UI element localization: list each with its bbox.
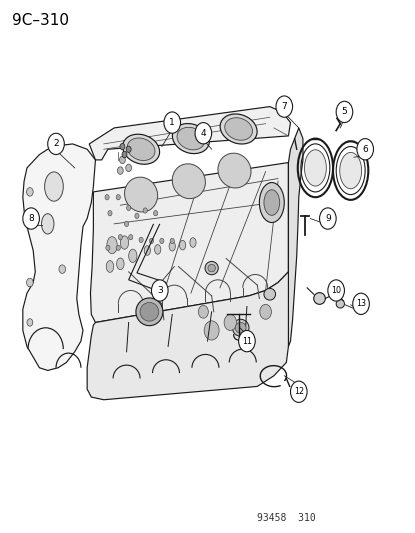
Text: 6: 6 — [362, 145, 368, 154]
Circle shape — [127, 205, 131, 211]
Ellipse shape — [225, 118, 252, 140]
Circle shape — [195, 123, 212, 144]
Circle shape — [27, 188, 33, 196]
Circle shape — [129, 235, 133, 240]
Circle shape — [23, 208, 39, 229]
Ellipse shape — [336, 300, 344, 308]
Text: 12: 12 — [294, 387, 304, 396]
Text: 8: 8 — [28, 214, 34, 223]
Circle shape — [116, 195, 120, 200]
Circle shape — [149, 238, 154, 244]
Circle shape — [120, 143, 125, 150]
Circle shape — [124, 221, 129, 227]
Text: 2: 2 — [53, 140, 59, 148]
Circle shape — [27, 319, 33, 326]
Text: 1: 1 — [169, 118, 175, 127]
Circle shape — [328, 280, 344, 301]
Circle shape — [122, 151, 127, 158]
Text: 93458  310: 93458 310 — [257, 513, 316, 523]
Ellipse shape — [107, 237, 117, 254]
Circle shape — [126, 146, 131, 152]
Circle shape — [117, 167, 123, 174]
Ellipse shape — [106, 261, 114, 272]
Ellipse shape — [169, 241, 176, 251]
Circle shape — [108, 211, 112, 216]
Text: 4: 4 — [200, 129, 206, 138]
Ellipse shape — [314, 293, 325, 304]
Text: 13: 13 — [356, 300, 366, 308]
Text: 7: 7 — [281, 102, 287, 111]
Circle shape — [276, 96, 293, 117]
Text: 10: 10 — [331, 286, 341, 295]
Circle shape — [26, 213, 34, 224]
Ellipse shape — [208, 264, 215, 272]
Polygon shape — [87, 272, 290, 400]
Ellipse shape — [172, 124, 210, 154]
Circle shape — [336, 101, 353, 123]
Ellipse shape — [235, 322, 246, 333]
Text: 3: 3 — [157, 286, 163, 295]
Ellipse shape — [218, 153, 251, 188]
Ellipse shape — [220, 114, 257, 144]
Ellipse shape — [136, 298, 163, 326]
Ellipse shape — [154, 245, 161, 254]
Polygon shape — [89, 107, 290, 160]
Circle shape — [135, 213, 139, 219]
Circle shape — [239, 330, 255, 352]
Text: 9C–310: 9C–310 — [12, 13, 69, 28]
Circle shape — [260, 304, 271, 319]
Ellipse shape — [129, 249, 137, 263]
Ellipse shape — [127, 138, 155, 160]
Circle shape — [164, 112, 181, 133]
Ellipse shape — [177, 127, 205, 150]
Ellipse shape — [120, 236, 129, 249]
Ellipse shape — [259, 182, 284, 223]
Ellipse shape — [340, 152, 361, 189]
Ellipse shape — [232, 319, 249, 336]
Ellipse shape — [190, 238, 196, 247]
Ellipse shape — [179, 240, 186, 250]
Circle shape — [224, 314, 237, 330]
Circle shape — [198, 305, 208, 318]
Ellipse shape — [305, 150, 326, 186]
Circle shape — [116, 245, 120, 251]
Circle shape — [353, 293, 369, 314]
Polygon shape — [288, 128, 303, 346]
Circle shape — [106, 245, 110, 251]
Ellipse shape — [144, 246, 151, 255]
Circle shape — [160, 238, 164, 244]
Circle shape — [170, 238, 174, 244]
Circle shape — [120, 156, 125, 164]
Ellipse shape — [122, 134, 160, 164]
Text: 11: 11 — [242, 337, 252, 345]
Polygon shape — [90, 163, 288, 322]
Circle shape — [143, 208, 147, 213]
Polygon shape — [23, 144, 95, 370]
Circle shape — [126, 164, 132, 172]
Circle shape — [151, 280, 168, 301]
Circle shape — [154, 211, 158, 216]
Ellipse shape — [42, 214, 54, 234]
Text: 9: 9 — [325, 214, 331, 223]
Circle shape — [139, 237, 143, 243]
Ellipse shape — [117, 258, 124, 270]
Circle shape — [48, 133, 64, 155]
Ellipse shape — [45, 172, 63, 201]
Ellipse shape — [264, 190, 280, 215]
Circle shape — [59, 265, 66, 273]
Circle shape — [118, 235, 122, 240]
Circle shape — [27, 278, 33, 287]
Circle shape — [105, 195, 109, 200]
Text: 5: 5 — [342, 108, 347, 116]
Ellipse shape — [140, 303, 159, 321]
Ellipse shape — [264, 288, 276, 300]
Circle shape — [320, 208, 336, 229]
Circle shape — [357, 139, 374, 160]
Circle shape — [204, 321, 219, 340]
Ellipse shape — [124, 177, 158, 212]
Circle shape — [290, 381, 307, 402]
Ellipse shape — [172, 164, 205, 199]
Ellipse shape — [205, 261, 218, 275]
